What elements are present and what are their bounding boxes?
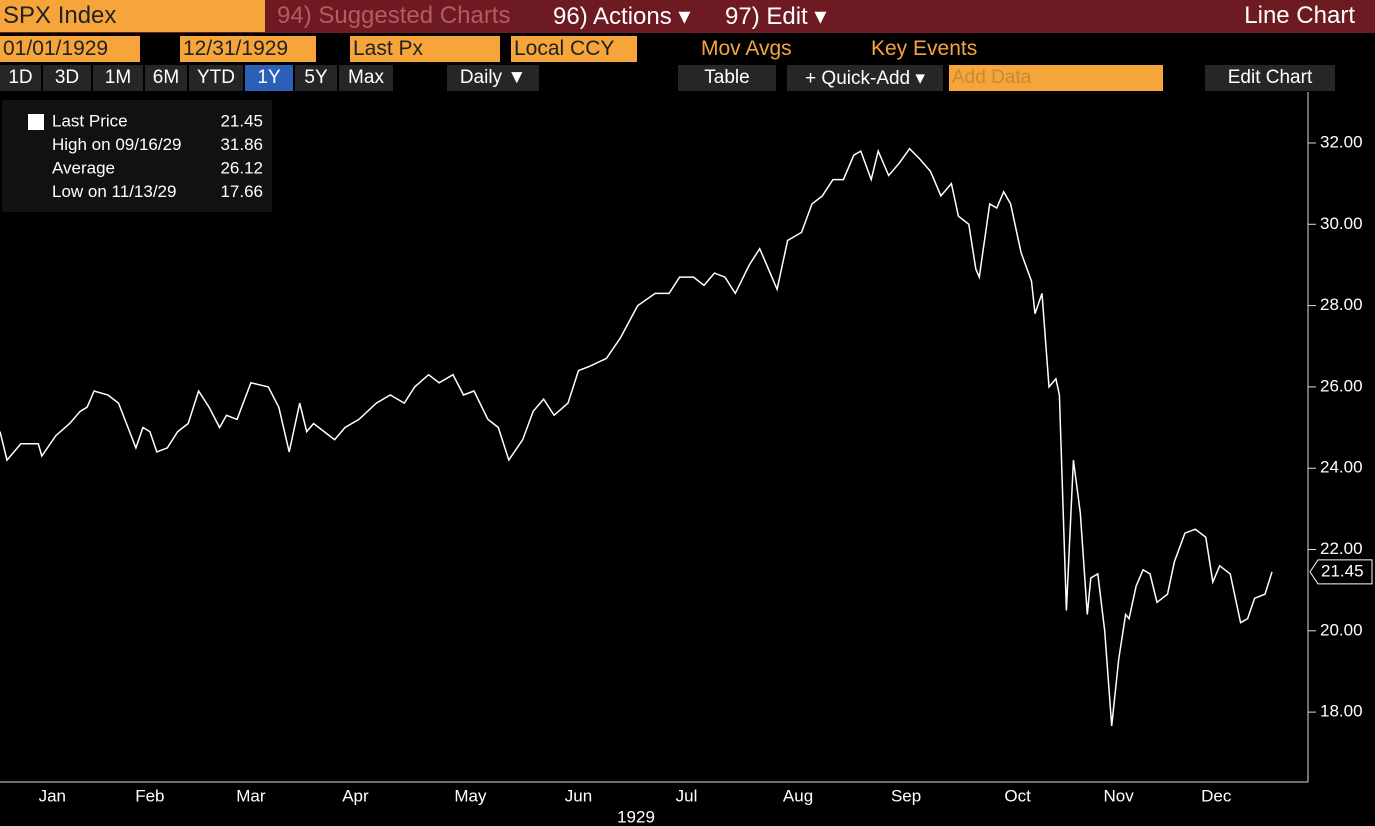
legend-value: 31.86	[220, 135, 263, 154]
legend-value: 17.66	[220, 182, 263, 201]
x-tick-label: Apr	[342, 786, 369, 805]
actions[interactable]: 96) Actions ▾	[553, 2, 691, 30]
legend-label: Average	[52, 158, 115, 177]
legend-label: Last Price	[52, 111, 128, 130]
y-tick-label: 26.00	[1320, 376, 1363, 395]
legend-value: 21.45	[220, 111, 263, 130]
x-tick-label: Nov	[1104, 786, 1135, 805]
quick-add[interactable]: + Quick-Add ▾	[787, 65, 943, 91]
range-button[interactable]: Max	[339, 65, 393, 91]
table[interactable]: Table	[678, 65, 776, 91]
edit[interactable]: 97) Edit ▾	[725, 2, 827, 30]
x-tick-label: Sep	[891, 786, 921, 805]
end-date[interactable]: 12/31/1929	[180, 36, 316, 62]
range-button[interactable]: YTD	[189, 65, 243, 91]
x-tick-label: Mar	[236, 786, 266, 805]
legend-label: Low on 11/13/29	[52, 182, 176, 201]
y-tick-label: 18.00	[1320, 702, 1363, 721]
currency[interactable]: Local CCY	[511, 36, 637, 62]
last-value-tag	[1309, 559, 1373, 585]
range-button[interactable]: 5Y	[295, 65, 337, 91]
range-button[interactable]: 1Y	[245, 65, 293, 91]
start-date[interactable]: 01/01/1929	[0, 36, 140, 62]
x-tick-label: Jun	[565, 786, 592, 805]
legend-value: 26.12	[220, 158, 263, 177]
field[interactable]: Last Px	[350, 36, 500, 62]
x-tick-label: Dec	[1201, 786, 1232, 805]
y-tick-label: 24.00	[1320, 458, 1363, 477]
x-tick-label: Jan	[39, 786, 66, 805]
suggested-charts[interactable]: 94) Suggested Charts	[277, 2, 511, 29]
range-button[interactable]: 3D	[43, 65, 91, 91]
x-tick-label: Oct	[1004, 786, 1031, 805]
range-button[interactable]: 1D	[0, 65, 41, 91]
add-data[interactable]: Add Data	[949, 65, 1163, 91]
x-tick-label: Jul	[676, 786, 698, 805]
y-tick-label: 30.00	[1320, 214, 1363, 233]
x-tick-label: Aug	[783, 786, 813, 805]
x-tick-label: Feb	[135, 786, 164, 805]
x-tick-label: May	[454, 786, 487, 805]
y-tick-label: 20.00	[1320, 620, 1363, 639]
legend-label: High on 09/16/29	[52, 135, 182, 154]
x-axis-label: 1929	[617, 807, 655, 826]
y-tick-label: 22.00	[1320, 539, 1363, 558]
edit-chart[interactable]: Edit Chart	[1205, 65, 1335, 91]
legend-box	[2, 100, 272, 212]
ticker[interactable]: SPX Index	[0, 0, 265, 32]
y-tick-label: 28.00	[1320, 295, 1363, 314]
chart: 1929 18.00 20.00 22.00 24.00 26.00 28.00 30.00…	[0, 92, 1373, 826]
range-button[interactable]: 6M	[145, 65, 187, 91]
last-value-label: 21.45	[1321, 561, 1364, 580]
legend-swatch	[28, 114, 44, 130]
key-events[interactable]: Key Events	[871, 37, 978, 60]
mov-avgs[interactable]: Mov Avgs	[701, 37, 792, 60]
range-button[interactable]: 1M	[93, 65, 143, 91]
y-tick-label: 32.00	[1320, 132, 1363, 151]
price-line	[0, 147, 1273, 726]
frequency[interactable]: Daily ▼	[447, 65, 539, 91]
chart-type: Line Chart	[1244, 2, 1355, 29]
